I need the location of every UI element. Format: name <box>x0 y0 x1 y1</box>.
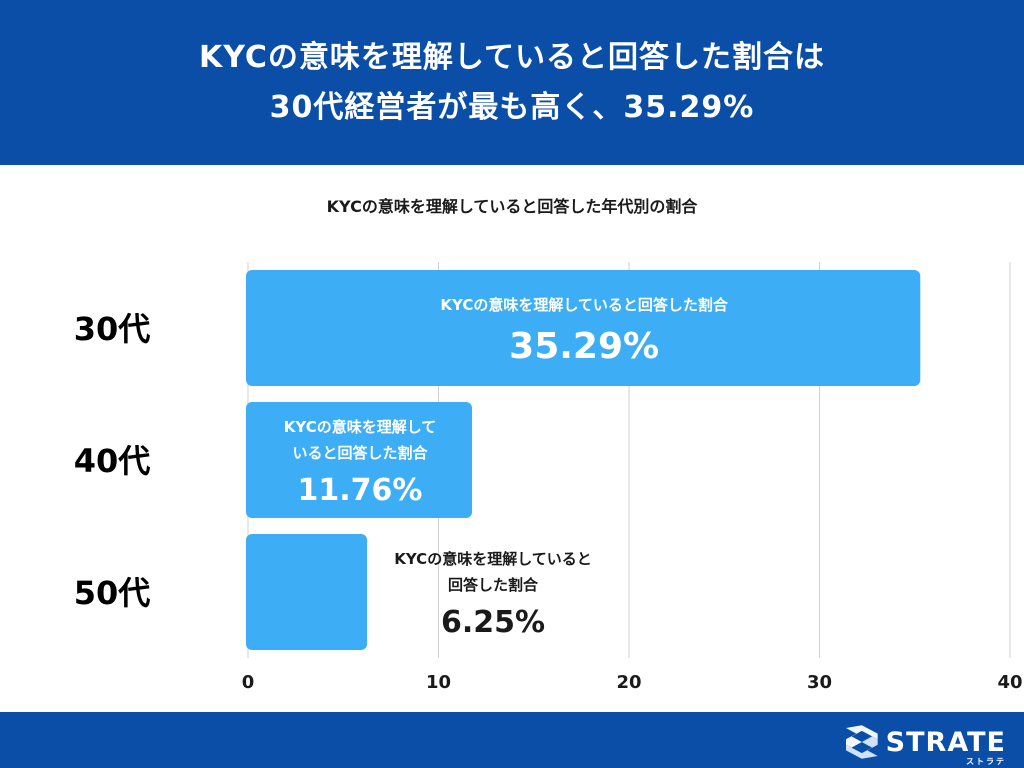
bar <box>246 402 473 518</box>
x-tick-label: 30 <box>807 672 832 693</box>
s-shape-logo-icon <box>846 725 878 759</box>
category-label: 50代 <box>74 574 151 612</box>
bar-value-label: 35.29% <box>509 326 659 367</box>
category-label: 30代 <box>74 310 151 348</box>
logo-subtext: ストラテ <box>966 756 1006 766</box>
bar-chart: 0 10 20 30 40 30代 KYCの意味を理解していると回答した割合 35.29% 40… <box>74 262 1023 693</box>
x-tick-label: 0 <box>242 672 255 693</box>
bar <box>246 534 368 650</box>
page-title-line-1: KYCの意味を理解していると回答した割合は <box>198 39 826 75</box>
x-tick-label: 40 <box>997 672 1022 693</box>
bar-series-label: いると回答した割合 <box>293 444 429 462</box>
chart-title: KYCの意味を理解していると回答した年代別の割合 <box>326 197 698 216</box>
logo-wordmark: STRATE <box>885 726 1006 758</box>
bar-series-label: KYCの意味を理解して <box>284 418 437 436</box>
bar-value-label: 6.25% <box>441 605 545 640</box>
footer-banner: STRATE ストラテ <box>0 712 1024 768</box>
header-banner: KYCの意味を理解していると回答した割合は 30代経営者が最も高く、35.29% <box>0 0 1024 165</box>
brand-logo: STRATE ストラテ <box>846 722 1006 766</box>
x-tick-label: 10 <box>426 672 451 693</box>
bar-series-label: KYCの意味を理解していると回答した割合 <box>440 296 729 314</box>
x-tick-label: 20 <box>616 672 641 693</box>
bar-series-label: KYCの意味を理解していると <box>394 550 592 568</box>
bar-value-label: 11.76% <box>298 473 423 508</box>
bar-series-label: 回答した割合 <box>448 576 539 594</box>
page-title-line-2: 30代経営者が最も高く、35.29% <box>269 89 755 125</box>
bar <box>246 270 921 386</box>
category-label: 40代 <box>74 442 151 480</box>
